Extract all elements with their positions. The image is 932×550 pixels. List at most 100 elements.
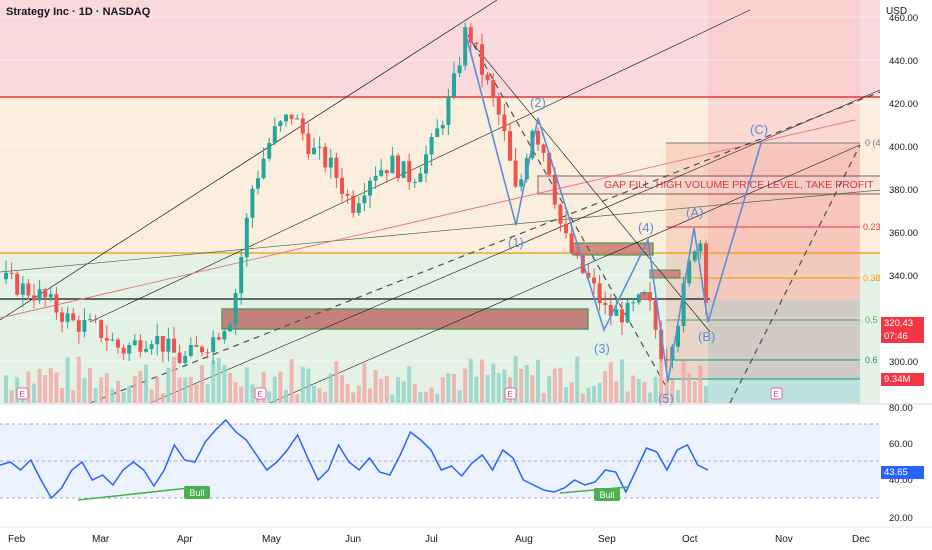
wave-label-c: (C) bbox=[750, 122, 768, 137]
bull-badge bbox=[594, 488, 620, 501]
candle-body bbox=[457, 65, 462, 74]
candle-body bbox=[552, 174, 557, 205]
trend-line bbox=[0, 189, 881, 273]
volume-bar bbox=[250, 384, 255, 403]
candle-body bbox=[15, 273, 20, 295]
earnings-marker[interactable] bbox=[254, 387, 267, 400]
candle-body bbox=[104, 337, 109, 341]
volume-bar bbox=[272, 376, 277, 403]
earnings-marker-label: E bbox=[257, 390, 262, 399]
candle-body bbox=[446, 96, 451, 125]
volume-bar bbox=[205, 384, 210, 403]
currency-label[interactable]: USD bbox=[886, 6, 908, 17]
trend-line bbox=[89, 9, 751, 323]
zone-small-3 bbox=[640, 292, 652, 300]
candle-body bbox=[272, 126, 277, 143]
candle-body bbox=[586, 272, 591, 278]
candle-body bbox=[558, 204, 563, 224]
symbol-title[interactable]: Strategy Inc · 1D · NASDAQ bbox=[6, 6, 151, 18]
volume-bar bbox=[530, 374, 535, 403]
candle-body bbox=[592, 277, 596, 284]
earnings-marker[interactable] bbox=[770, 387, 783, 400]
volume-bar bbox=[104, 373, 109, 403]
volume-bar bbox=[149, 389, 154, 403]
price-axis-tick: 360.00 bbox=[889, 228, 918, 239]
volume-bar bbox=[648, 392, 652, 403]
candle-body bbox=[54, 294, 59, 313]
fib-label-0: 0 (4 bbox=[865, 138, 881, 148]
candle-body bbox=[384, 170, 389, 174]
volume-bar bbox=[452, 373, 456, 403]
candle-body bbox=[541, 144, 546, 153]
candle-body bbox=[513, 160, 518, 187]
candle-body bbox=[642, 292, 647, 295]
candle-body bbox=[368, 180, 372, 196]
volume-bar bbox=[620, 359, 624, 403]
candle-body bbox=[323, 146, 328, 168]
candle-body bbox=[603, 303, 608, 305]
candle-body bbox=[653, 300, 658, 330]
candle-body bbox=[82, 320, 87, 332]
candle-body bbox=[435, 128, 440, 137]
volume-bar bbox=[54, 372, 59, 403]
candle-body bbox=[502, 114, 507, 132]
candle-body bbox=[256, 178, 260, 189]
volume-bar bbox=[435, 393, 440, 403]
volume-bar bbox=[323, 391, 328, 403]
volume-bar bbox=[519, 368, 524, 403]
volume-bar bbox=[32, 383, 36, 403]
volume-bar bbox=[362, 363, 367, 403]
candle-body bbox=[32, 295, 36, 301]
candle-body bbox=[76, 320, 81, 332]
rsi-axis-tick: 60.00 bbox=[889, 439, 913, 450]
candle-body bbox=[547, 152, 552, 175]
volume-bar bbox=[642, 381, 647, 403]
volume-bar bbox=[670, 379, 675, 403]
candle-body bbox=[261, 158, 266, 179]
price-axis-tick: 380.00 bbox=[889, 185, 918, 196]
volume-bar bbox=[536, 359, 540, 403]
volume-bar bbox=[446, 373, 451, 403]
candle-body bbox=[412, 181, 417, 183]
volume-tag: 9.34M bbox=[881, 373, 924, 386]
volume-bar bbox=[547, 376, 552, 403]
candle-body bbox=[37, 289, 42, 301]
volume-bar bbox=[65, 357, 70, 403]
volume-bar bbox=[160, 393, 165, 403]
volume-bar bbox=[60, 387, 64, 403]
candle-body bbox=[289, 114, 294, 119]
volume-bar bbox=[300, 366, 305, 403]
candle-body bbox=[396, 155, 400, 179]
volume-bar bbox=[267, 391, 272, 403]
earnings-marker[interactable] bbox=[16, 387, 29, 400]
trend-line bbox=[269, 144, 861, 404]
candle-body bbox=[496, 96, 501, 115]
volume-bar bbox=[99, 377, 104, 403]
fib-label-05: 0.5 bbox=[865, 315, 878, 325]
volume-bar bbox=[468, 358, 473, 403]
candle-body bbox=[172, 338, 176, 353]
elliott-wave-path bbox=[465, 34, 763, 383]
candle-body bbox=[317, 146, 322, 148]
volume-bar bbox=[121, 391, 126, 403]
rsi-axis-tick: 80.00 bbox=[889, 403, 913, 414]
trend-line bbox=[469, 39, 711, 333]
volume-bar bbox=[295, 394, 300, 403]
volume-bar bbox=[485, 375, 490, 403]
time-axis-label-feb: Feb bbox=[8, 534, 26, 545]
volume-bar bbox=[200, 365, 204, 403]
earnings-marker[interactable] bbox=[504, 387, 517, 400]
candle-body bbox=[664, 359, 669, 361]
volume-bar bbox=[328, 373, 333, 403]
candle-body bbox=[48, 294, 53, 298]
candle-body bbox=[676, 325, 680, 347]
candle-body bbox=[200, 346, 204, 353]
candle-body bbox=[491, 80, 496, 97]
volume-bar bbox=[289, 359, 294, 403]
bull-divergence-line bbox=[77, 486, 199, 501]
fib-label-0236: 0.23 bbox=[863, 222, 881, 232]
fib-label-0618: 0.6 bbox=[865, 355, 878, 365]
candle-body bbox=[177, 352, 182, 364]
